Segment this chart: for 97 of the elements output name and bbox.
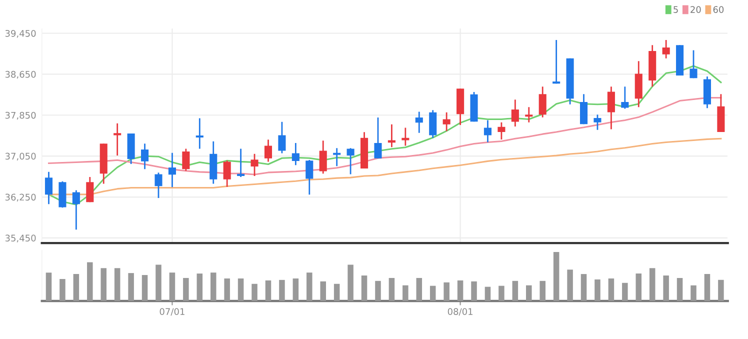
candlestick: [498, 122, 506, 140]
candlestick: [511, 98, 519, 128]
bar: [375, 280, 381, 302]
bar: [498, 286, 504, 302]
candlestick: [278, 121, 286, 154]
bar: [608, 278, 614, 302]
bar: [292, 278, 299, 302]
bar: [306, 272, 312, 302]
candlestick: [484, 120, 492, 143]
candlestick: [168, 152, 176, 188]
candlestick: [86, 176, 94, 203]
y-tick-label: 36,250: [5, 194, 36, 202]
bar: [636, 274, 642, 302]
bar: [704, 274, 710, 302]
bar: [334, 284, 340, 302]
candlestick: [196, 118, 204, 150]
y-tick-label: 37,850: [5, 112, 36, 120]
candlestick: [306, 159, 314, 196]
bar: [580, 274, 587, 302]
candlestick: [72, 190, 80, 230]
bar: [100, 268, 106, 302]
bar: [718, 280, 724, 302]
bar: [361, 276, 368, 302]
y-tick-label: 35,450: [5, 234, 36, 242]
bar: [46, 272, 52, 302]
candlestick: [292, 142, 300, 166]
bar: [183, 278, 189, 302]
legend-label: 5: [674, 6, 678, 13]
bar: [348, 264, 354, 302]
candlestick: [141, 142, 149, 170]
candlestick: [552, 39, 560, 84]
candlestick: [690, 50, 698, 79]
candlestick: [594, 114, 602, 131]
bar: [210, 272, 216, 302]
bar: [238, 278, 244, 302]
candlestick: [44, 171, 53, 205]
bar: [471, 281, 477, 302]
candlestick: [525, 106, 533, 124]
bar: [663, 276, 669, 302]
candlestick: [264, 138, 272, 162]
bar: [622, 282, 628, 302]
candlestick: [442, 112, 450, 132]
candlestick: [250, 153, 258, 177]
candlestick: [182, 148, 190, 172]
candlestick: [429, 109, 437, 139]
y-tick-label: 38,650: [5, 70, 36, 79]
bar: [142, 275, 148, 302]
x-tick-label: 08/01: [448, 308, 472, 316]
candlestick: [374, 116, 382, 160]
y-tick-label: 37,050: [5, 152, 36, 161]
bar: [402, 285, 408, 302]
bar: [196, 274, 203, 302]
legend-label: 60: [713, 6, 724, 13]
x-tick-label: 07/01: [160, 308, 184, 316]
bar: [279, 280, 285, 302]
bar: [114, 268, 120, 302]
bar: [553, 252, 560, 302]
bar: [540, 280, 546, 302]
candlestick: [662, 39, 670, 60]
bar: [444, 282, 450, 302]
candlestick: [237, 148, 245, 178]
bar: [594, 279, 600, 302]
candlestick: [402, 127, 410, 146]
legend-label: 20: [690, 6, 701, 13]
bar: [265, 280, 272, 302]
candlestick: [223, 160, 231, 188]
bar: [416, 278, 422, 302]
bar: [649, 268, 656, 302]
candlestick: [333, 147, 341, 167]
candlestick: [114, 122, 122, 156]
candlestick: [607, 86, 615, 130]
candlestick: [154, 172, 162, 199]
bar: [128, 273, 134, 302]
bar: [87, 262, 93, 302]
bar: [484, 286, 491, 302]
bar: [512, 280, 518, 302]
bar: [252, 284, 258, 302]
candlestick: [415, 111, 423, 134]
bar: [224, 278, 230, 302]
bar: [676, 278, 683, 302]
candlestick: [621, 86, 629, 110]
candlestick: [538, 86, 546, 118]
candlestick: [346, 147, 354, 175]
bar: [457, 280, 464, 302]
candlestick: [319, 140, 327, 174]
bar: [60, 278, 66, 302]
bar: [388, 278, 395, 302]
bar: [567, 270, 573, 302]
candlestick: [580, 93, 588, 125]
bar: [690, 285, 696, 302]
bar: [526, 285, 532, 302]
bar: [169, 272, 176, 302]
bar: [156, 264, 162, 302]
bar: [320, 281, 326, 302]
y-tick-label: 39,450: [5, 30, 36, 38]
bar: [73, 274, 80, 302]
bar: [430, 286, 436, 302]
